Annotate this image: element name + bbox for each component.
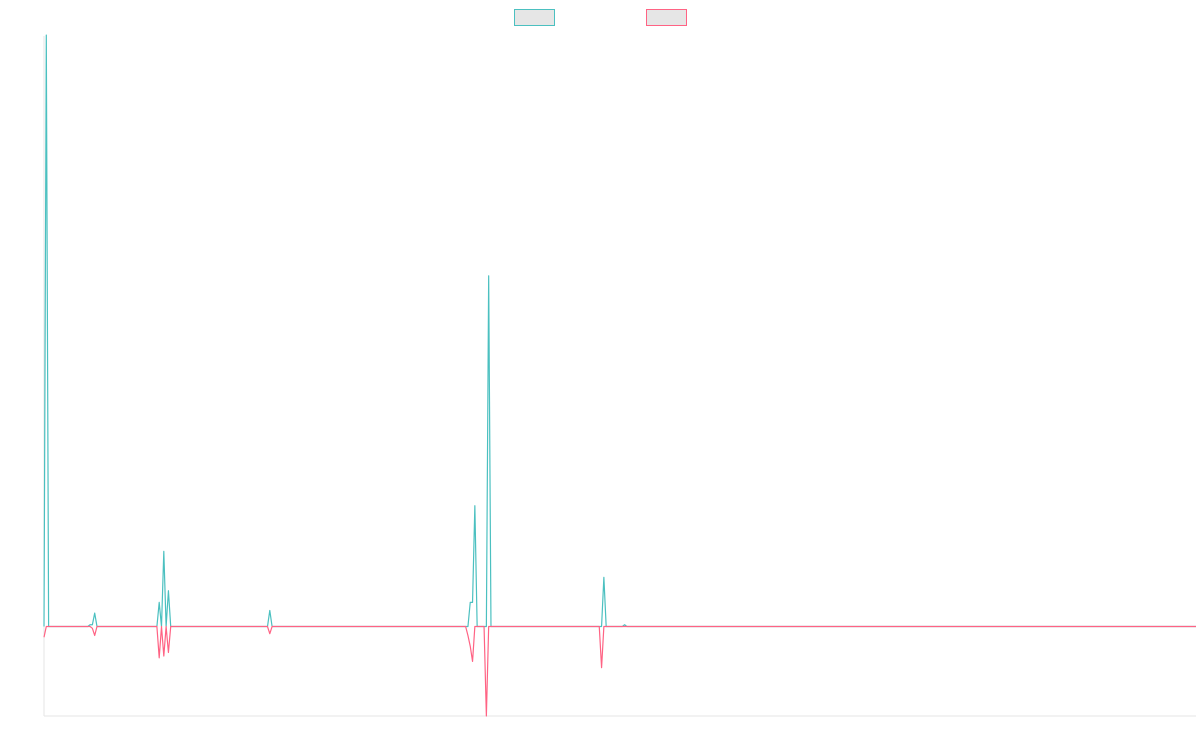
series-line-2 xyxy=(43,625,1196,717)
series-line-1 xyxy=(43,34,1196,628)
series-layer xyxy=(43,34,1196,717)
legend-swatch-1[interactable] xyxy=(514,9,555,26)
axes xyxy=(43,36,1196,717)
legend xyxy=(514,9,687,26)
legend-swatch-2[interactable] xyxy=(646,9,687,26)
